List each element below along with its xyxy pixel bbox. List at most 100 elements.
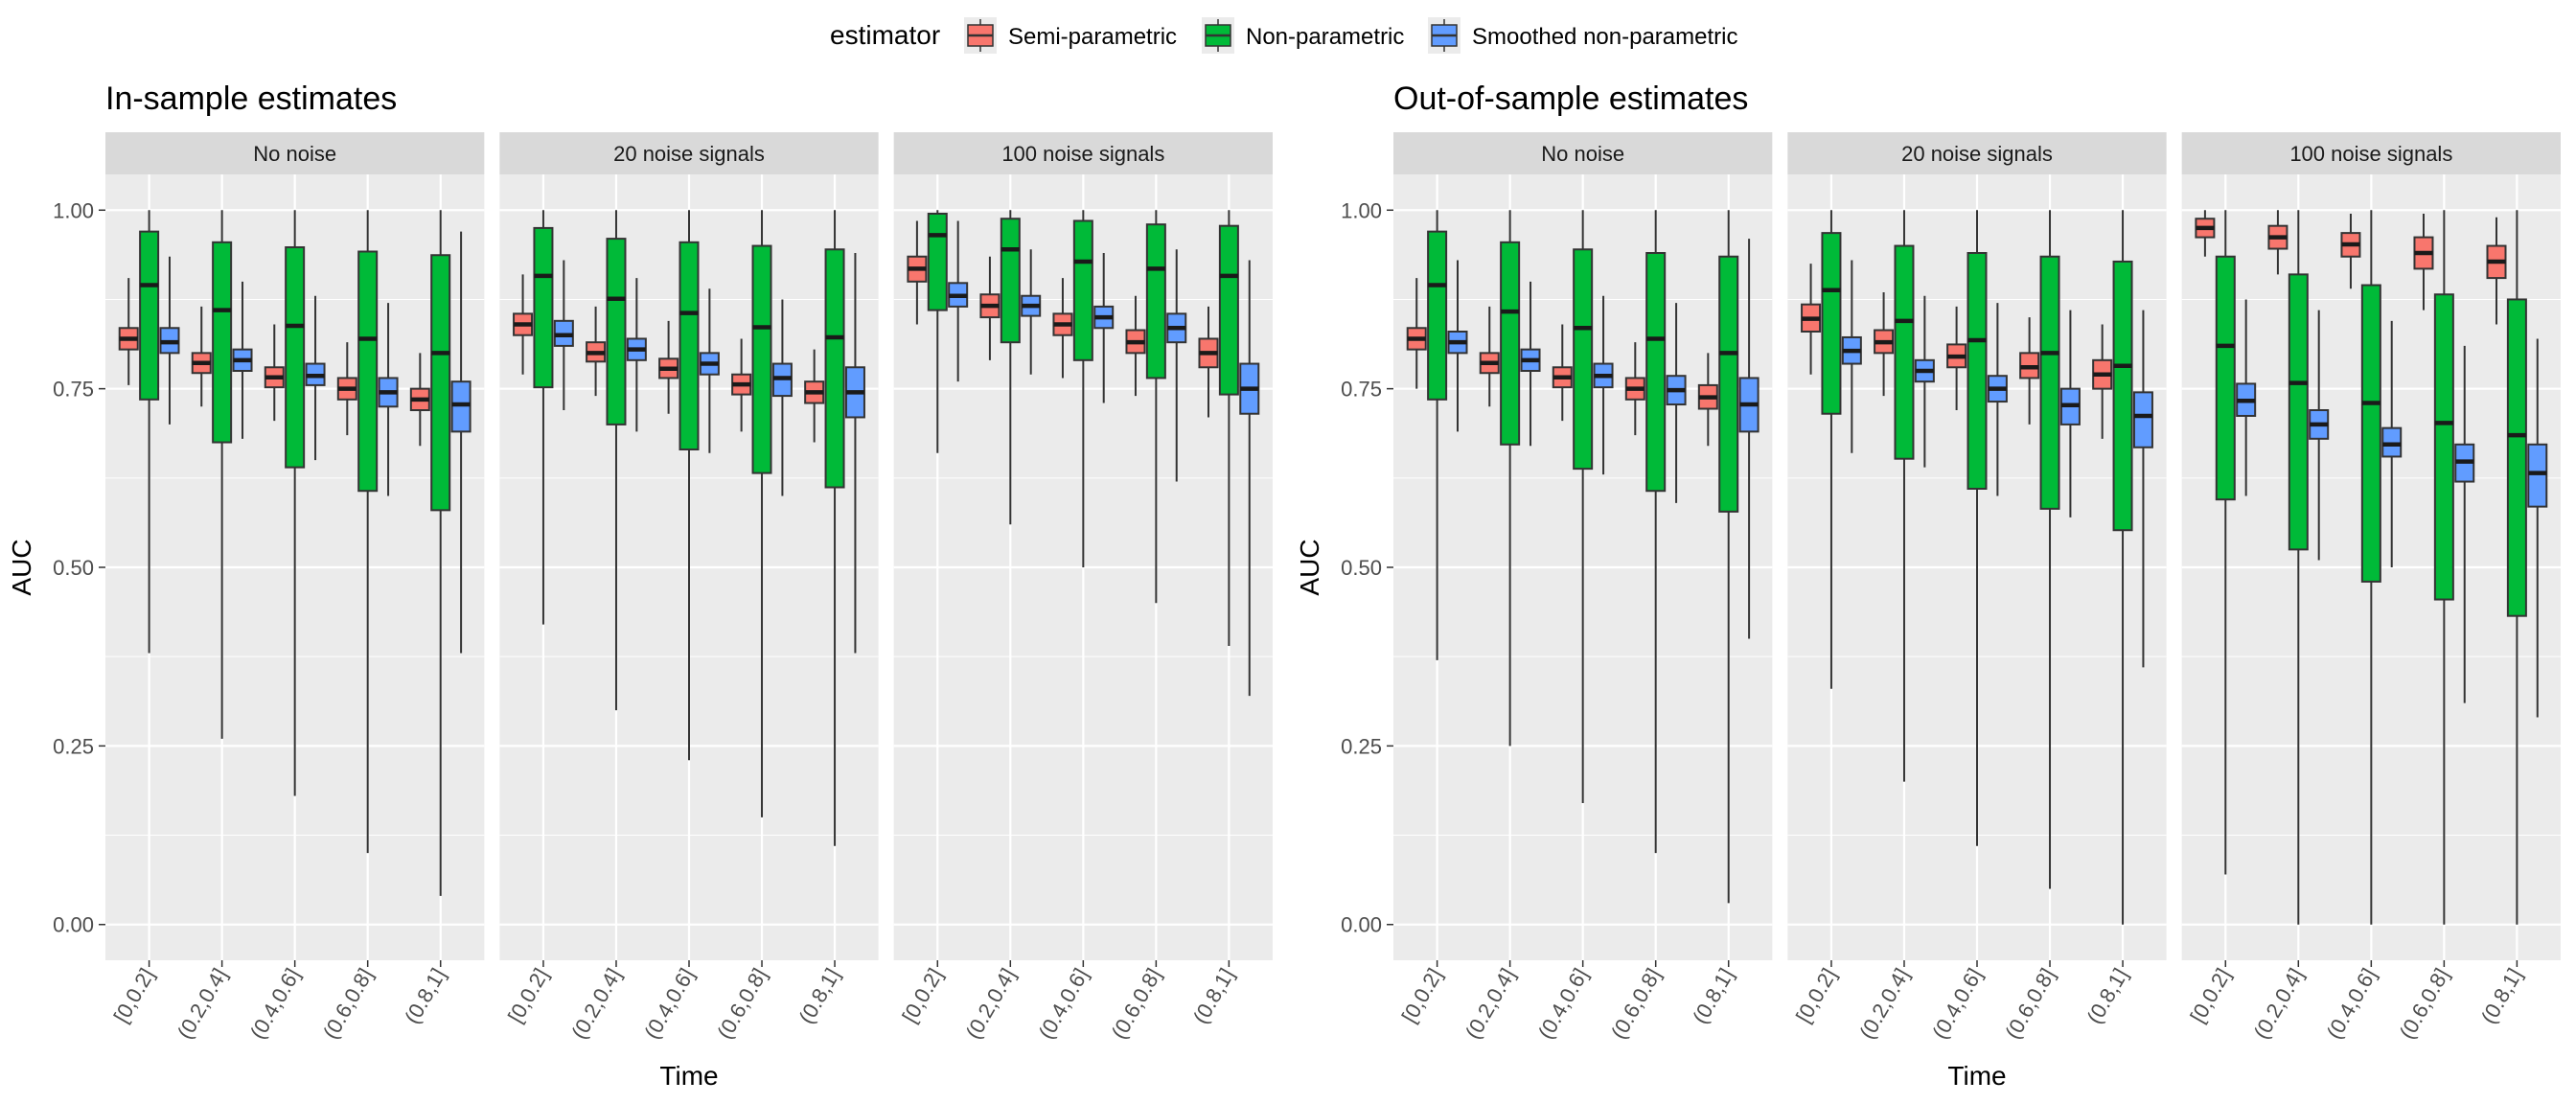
box-body (1894, 244, 1915, 460)
y-tick-label: 1.00 (53, 198, 94, 222)
boxplot (1894, 210, 1915, 782)
facet-strip (1787, 132, 2167, 174)
boxplot (1021, 249, 1042, 375)
box-body (2360, 284, 2381, 583)
chart-out-of-sample: Out-of-sample estimates AUC 0.00 0.25 0.50 0.… (1295, 80, 2561, 1091)
boxplot (844, 253, 865, 654)
boxplot (771, 299, 793, 496)
chart-title: Out-of-sample estimates (1393, 80, 1748, 117)
box-body (751, 244, 772, 474)
boxplot (1500, 210, 1521, 747)
boxplot (2236, 299, 2257, 496)
boxplot (1573, 210, 1594, 803)
chart-title: In-sample estimates (105, 80, 397, 117)
boxplot (2215, 210, 2236, 875)
boxplot (118, 278, 139, 385)
facet-strip-label: 20 noise signals (613, 142, 765, 166)
box-body (1145, 223, 1166, 380)
boxplot (927, 210, 948, 453)
x-tick-label: (0.8,1] (2476, 964, 2527, 1028)
facet-strip (105, 132, 485, 174)
y-tick-label: 0.00 (53, 913, 94, 937)
boxplot (357, 210, 379, 854)
box-body (678, 241, 700, 450)
x-tick-label: (0.8,1] (2082, 964, 2133, 1028)
x-tick-label: (0.2,0.4] (1460, 964, 1520, 1043)
boxplot (1821, 210, 1842, 689)
x-tick-label: (0.6,0.8] (2395, 964, 2454, 1043)
boxplot (1841, 260, 1862, 453)
boxplot (678, 210, 700, 761)
legend-entry: Smoothed non-parametric (1428, 17, 1737, 54)
box-body (2215, 255, 2236, 501)
boxplot (2360, 210, 2381, 925)
facet-strip-label: 20 noise signals (1901, 142, 2053, 166)
box-body (430, 254, 451, 512)
x-tick-label: (0.4,0.6] (1927, 964, 1987, 1043)
facet-panel: 20 noise signals [0,0.2] (0.2,0.4] (0.4,0.6… (499, 132, 879, 1043)
boxplot (606, 210, 627, 711)
boxplot (264, 324, 285, 422)
facet-strip (1393, 132, 1773, 174)
boxplot (2059, 310, 2081, 518)
x-tick-label: (0.6,0.8] (2000, 964, 2059, 1043)
boxplot (751, 210, 772, 817)
facet-strip (893, 132, 1273, 174)
y-axis-label: AUC (1295, 539, 1324, 595)
boxplot (285, 210, 306, 796)
x-axis-label: Time (659, 1061, 718, 1091)
box-body (2112, 260, 2133, 532)
legend-title: estimator (830, 20, 940, 50)
boxplot (2132, 310, 2153, 668)
boxplot (533, 210, 554, 625)
boxplot (1000, 210, 1021, 525)
boxplot (1593, 295, 1614, 475)
boxplot (907, 220, 928, 325)
box-body (1218, 224, 1239, 396)
x-tick-label: (0.4,0.6] (2322, 964, 2381, 1043)
box-body (212, 241, 233, 444)
x-tick-label: (0.2,0.4] (961, 964, 1021, 1043)
box-body (1500, 241, 1521, 446)
boxplot (139, 210, 160, 654)
boxplot (626, 278, 647, 432)
boxplot (212, 210, 233, 739)
boxplot (2486, 217, 2507, 325)
boxplot (2433, 210, 2454, 925)
x-tick-label: (0.8,1] (1688, 964, 1738, 1028)
y-tick-label: 1.00 (1341, 198, 1382, 222)
boxplot (2340, 214, 2361, 289)
x-tick-label: (0.8,1] (794, 964, 845, 1028)
boxplot (2454, 345, 2475, 703)
legend-label: Non-parametric (1246, 24, 1404, 50)
boxplot (1801, 264, 1822, 375)
boxplot (2527, 338, 2548, 718)
facet-panel: 100 noise signals [0,0.2] (0.2,0.4] (0.4,0.… (893, 132, 1273, 1043)
boxplot (2288, 210, 2309, 925)
x-tick-label: (0.6,0.8] (1107, 964, 1166, 1043)
legend-label: Semi-parametric (1008, 24, 1177, 50)
box-body (533, 226, 554, 389)
x-tick-label: [0,0.2] (1397, 964, 1447, 1026)
x-tick-label: (0.2,0.4] (566, 964, 626, 1043)
boxplot (1427, 210, 1448, 660)
x-tick-label: (0.2,0.4] (172, 964, 232, 1043)
boxplot (2309, 310, 2330, 561)
facet-panel: 20 noise signals [0,0.2] (0.2,0.4] (0.4,0.6… (1787, 132, 2167, 1043)
x-tick-label: (0.2,0.4] (1854, 964, 1914, 1043)
legend-label: Smoothed non-parametric (1472, 24, 1737, 50)
legend-entry: Semi-parametric (964, 17, 1177, 54)
x-tick-label: (0.6,0.8] (712, 964, 771, 1043)
facet-strip (499, 132, 879, 174)
boxplot (1406, 278, 1427, 389)
x-tick-label: (0.4,0.6] (639, 964, 699, 1043)
boxplot (1145, 210, 1166, 604)
boxplot (513, 274, 534, 375)
boxplot (430, 210, 451, 896)
x-axis-label: Time (1947, 1061, 2006, 1091)
facet-strip (2181, 132, 2561, 174)
box-body (1573, 248, 1594, 471)
box-body (2132, 391, 2153, 448)
facet-strip-label: No noise (253, 142, 336, 166)
